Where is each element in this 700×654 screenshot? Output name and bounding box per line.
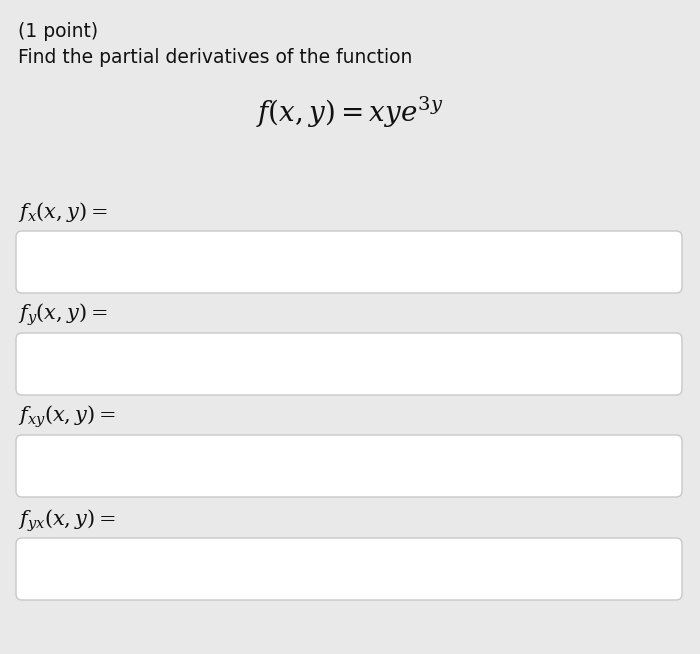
FancyBboxPatch shape	[16, 231, 682, 293]
Text: $f_x(x, y) =$: $f_x(x, y) =$	[18, 200, 108, 224]
Text: $f_{xy}(x, y) =$: $f_{xy}(x, y) =$	[18, 404, 116, 430]
FancyBboxPatch shape	[16, 435, 682, 497]
Text: $f(x, y) = xye^{3y}$: $f(x, y) = xye^{3y}$	[256, 95, 444, 130]
Text: $f_y(x, y) =$: $f_y(x, y) =$	[18, 302, 108, 328]
Text: Find the partial derivatives of the function: Find the partial derivatives of the func…	[18, 48, 412, 67]
Text: (1 point): (1 point)	[18, 22, 98, 41]
FancyBboxPatch shape	[16, 333, 682, 395]
Text: $f_{yx}(x, y) =$: $f_{yx}(x, y) =$	[18, 507, 116, 534]
FancyBboxPatch shape	[16, 538, 682, 600]
